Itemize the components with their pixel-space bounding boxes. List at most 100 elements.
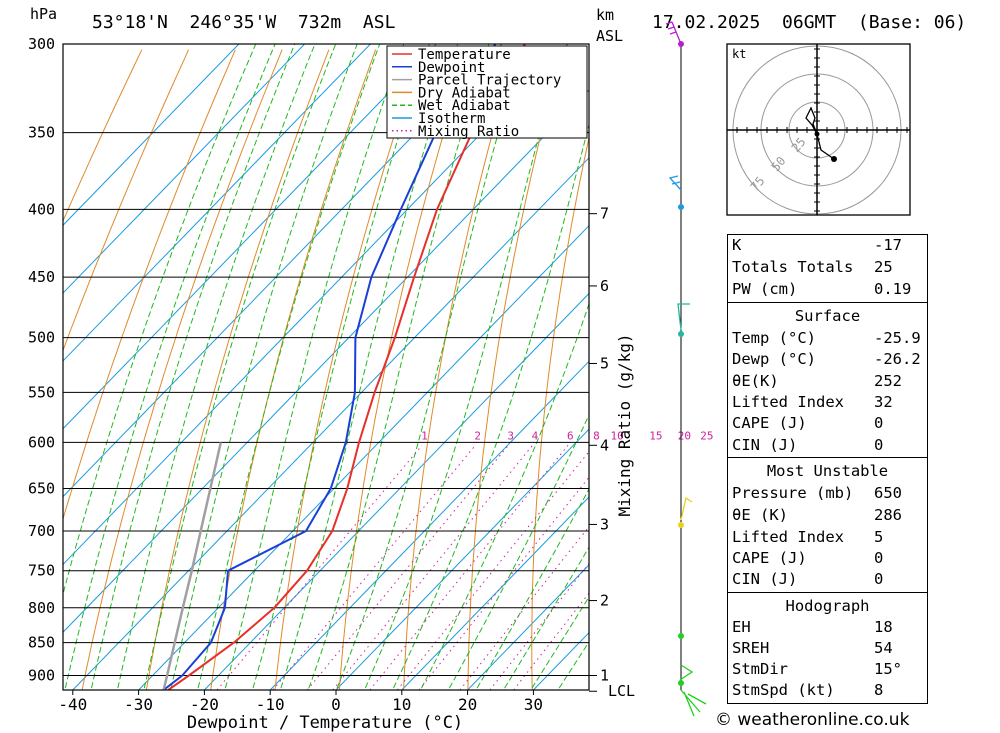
mixing-ratio-label: 4 xyxy=(532,429,539,442)
pw-row: PW (cm) 0.19 xyxy=(732,280,912,298)
isotherm-line xyxy=(63,44,371,362)
height-tick-label: 6 xyxy=(600,277,609,295)
mixing-ratio-line xyxy=(306,444,509,690)
dry-adiabat-line xyxy=(210,49,377,690)
index-box-surface: Surface Temp (°C) -25.9 Dewp (°C) -26.2 θE… xyxy=(727,302,928,458)
isotherm-line xyxy=(335,428,589,690)
datetime-title: 17.02.2025 06GMT (Base: 06) xyxy=(652,12,967,33)
dry-adiabat-line xyxy=(654,50,703,690)
pressure-tick-label: 800 xyxy=(28,599,55,617)
wind-level-dot xyxy=(678,680,684,686)
mu-cape-row: CAPE (J) 0 xyxy=(732,549,884,567)
isotherm-line xyxy=(72,157,589,690)
pressure-tick-label: 500 xyxy=(28,329,55,347)
x-tick-label: 30 xyxy=(524,695,543,714)
sreh-row: SREH 54 xyxy=(732,639,893,657)
x-tick-label: -30 xyxy=(124,695,153,714)
height-tick-label: 4 xyxy=(600,436,609,454)
profile-dewpoint xyxy=(162,44,497,690)
mixing-ratio-label: 2 xyxy=(474,429,481,442)
wind-level-dot xyxy=(678,522,684,528)
dry-adiabat-line xyxy=(63,49,190,352)
dry-adiabat-line xyxy=(338,49,470,690)
isotherm-line xyxy=(63,44,305,294)
surface-dewp-row: Dewp (°C) -26.2 xyxy=(732,350,921,368)
index-box-general: K -17 Totals Totals 25 PW (cm) 0.19 xyxy=(727,234,928,303)
legend-box xyxy=(386,45,588,139)
height-tick-label: LCL xyxy=(608,682,635,700)
pressure-tick-label: 300 xyxy=(28,35,55,53)
x-tick-label: -10 xyxy=(256,695,285,714)
wind-barb-500 xyxy=(677,303,690,331)
dry-adiabat-line xyxy=(979,50,1000,690)
mu-pressure-row: Pressure (mb) 650 xyxy=(732,484,902,502)
mixing-ratio-label: 8 xyxy=(593,429,600,442)
mu-theta-row: θE (K) 286 xyxy=(732,506,902,524)
dry-adiabat-line xyxy=(403,49,517,690)
wind-level-dot xyxy=(678,331,684,337)
isotherm-line xyxy=(467,564,589,690)
mixing-ratio-line xyxy=(489,562,589,690)
wet-adiabat-line xyxy=(170,44,358,689)
height-tick-label: 5 xyxy=(600,354,609,372)
isotherm-line xyxy=(204,292,589,690)
pressure-tick-label: 650 xyxy=(28,479,55,497)
isotherm-line xyxy=(63,44,503,498)
index-box-hodograph: Hodograph EH 18 SREH 54 StmDir 15° StmSpd (… xyxy=(727,592,928,704)
credit-link[interactable]: © weatheronline.co.uk xyxy=(715,710,910,730)
wind-level-dot xyxy=(678,633,684,639)
pressure-tick-label: 700 xyxy=(28,522,55,540)
pressure-unit-label: hPa xyxy=(30,5,58,23)
eh-row: EH 18 xyxy=(732,618,893,636)
dry-adiabat-line xyxy=(929,50,983,690)
mixing-ratio-label: 10 xyxy=(610,429,623,442)
wind-barb-700 xyxy=(680,496,693,521)
index-box-most-unstable: Most Unstable Pressure (mb) 650 θE (K) 286… xyxy=(727,457,928,593)
profile-temperature xyxy=(167,44,526,690)
wet-adiabat-line xyxy=(64,44,276,689)
dry-adiabat-line xyxy=(531,135,589,690)
height-tick-label: 1 xyxy=(600,666,609,684)
dry-adiabat-line xyxy=(81,49,283,690)
x-tick-label: 20 xyxy=(458,695,477,714)
x-axis-label: Dewpoint / Temperature (°C) xyxy=(187,713,463,733)
wet-adiabat-line xyxy=(421,302,589,689)
mixing-ratio-label: 6 xyxy=(567,429,574,442)
isotherm-line xyxy=(63,44,240,226)
dry-adiabat-line xyxy=(63,49,236,521)
dry-adiabat-line xyxy=(467,49,564,690)
dry-adiabat-line xyxy=(63,49,143,223)
wind-barb-surface xyxy=(679,664,707,717)
legend-entry: Wet Adiabat xyxy=(418,98,511,114)
location-title: 53°18'N 246°35'W 732m ASL xyxy=(92,12,396,33)
surface-cin-row: CIN (J) 0 xyxy=(732,436,884,454)
mixing-ratio-line xyxy=(332,444,533,690)
pressure-tick-label: 400 xyxy=(28,200,55,218)
mixing-ratio-line xyxy=(396,450,589,690)
legend-entry: Parcel Trajectory xyxy=(418,73,561,89)
mixing-ratio-axis-label: Mixing Ratio (g/kg) xyxy=(615,333,634,516)
isotherm-line xyxy=(63,44,569,566)
height-tick-label: 3 xyxy=(600,515,609,533)
hodograph-origin-dot xyxy=(814,131,820,137)
legend-entry: Mixing Ratio xyxy=(418,124,519,140)
x-tick-label: -20 xyxy=(190,695,219,714)
mixing-ratio-label: 25 xyxy=(700,429,713,442)
pressure-tick-label: 850 xyxy=(28,634,55,652)
storm-motion-dot xyxy=(831,156,837,162)
x-tick-label: 0 xyxy=(331,695,341,714)
mixing-ratio-line xyxy=(513,592,589,690)
x-tick-label: 10 xyxy=(392,695,411,714)
wet-adiabat-line xyxy=(224,44,405,689)
hodograph-unit-label: kt xyxy=(732,47,746,61)
dry-adiabat-line xyxy=(145,49,330,690)
mixing-ratio-label: 20 xyxy=(678,429,691,442)
wet-adiabat-line xyxy=(448,413,589,689)
mixing-ratio-line xyxy=(272,444,476,690)
wet-adiabat-line xyxy=(197,44,381,689)
isotherm-line xyxy=(138,224,589,690)
surface-title: Surface xyxy=(794,307,861,325)
profile-parcel-trajectory xyxy=(162,442,223,690)
stmspd-row: StmSpd (kt) 8 xyxy=(732,681,884,699)
